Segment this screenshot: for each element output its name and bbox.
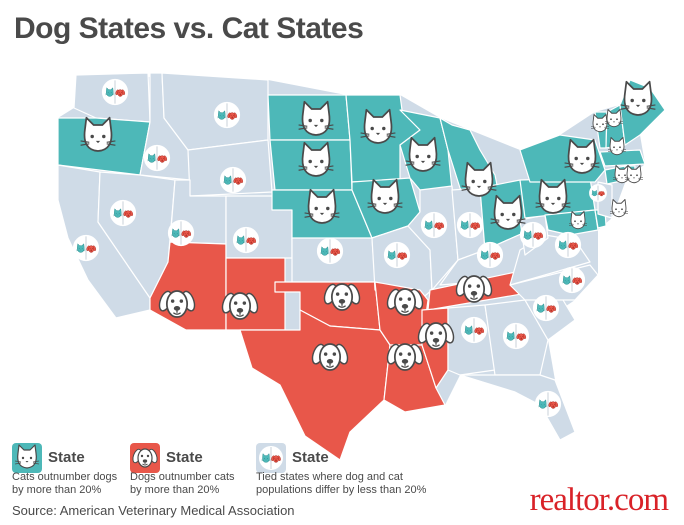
cat-and-dog-icon-in [456, 211, 484, 239]
dog-face-icon-az [158, 290, 196, 318]
dog-face-icon-ar [386, 288, 424, 316]
cat-face-icon-sd [298, 141, 334, 177]
cat-face-icon-or [80, 116, 116, 152]
legend-dog-swatch [130, 443, 160, 473]
cat-face-icon-wi [405, 136, 441, 172]
dog-face-icon-nm [221, 292, 259, 320]
cat-and-dog-icon-wy [219, 166, 247, 194]
cat-and-dog-icon-wv [519, 221, 547, 249]
dog-face-icon-tn [455, 275, 493, 303]
cat-face-icon-nd [298, 100, 334, 136]
dog-face-icon-ok [323, 283, 361, 311]
cat-and-dog-icon-fl [534, 390, 562, 418]
legend-cat-desc: Cats outnumber dogs by more than 20% [12, 471, 117, 497]
cat-face-icon-ia [367, 178, 403, 214]
legend-cat-swatch [12, 443, 42, 473]
cat-and-dog-icon-mt [213, 101, 241, 129]
legend-cat-desc-line1: Cats outnumber dogs [12, 471, 118, 483]
legend-dog-label: State [166, 449, 203, 466]
brand-logo: realtor.com [529, 482, 669, 518]
cat-and-dog-icon-va [554, 231, 582, 259]
cat-and-dog-icon-nv [109, 199, 137, 227]
cat-face-icon-mi [461, 161, 497, 197]
cat-and-dog-icon-ga [502, 322, 530, 350]
source-note: Source: American Veterinary Medical Asso… [12, 503, 295, 518]
cat-and-dog-icon-il [420, 211, 448, 239]
cat-face-icon [14, 444, 40, 469]
cat-and-dog-icon-id [143, 144, 171, 172]
cat-face-icon-md [568, 211, 588, 230]
cat-and-dog-icon-wa [101, 78, 129, 106]
legend-tie-swatch [256, 443, 286, 473]
state-regions [57, 72, 666, 461]
cat-face-icon-mn [360, 108, 396, 144]
cat-face-icon-ma [607, 137, 627, 156]
legend-cat-label: State [48, 449, 85, 466]
cat-face-icon-me [620, 80, 656, 116]
legend-dog-desc-line2: by more than 20% [130, 484, 220, 496]
cat-and-dog-icon-sc [532, 294, 560, 322]
legend-tie-desc-line1: Tied states where dog and cat [256, 471, 403, 483]
cat-and-dog-icon-al [460, 316, 488, 344]
cat-and-dog-icon-ca [72, 234, 100, 262]
cat-and-dog-icon-nc [558, 266, 586, 294]
dog-face-icon-la [386, 343, 424, 371]
cat-and-dog-icon-ut [167, 219, 195, 247]
legend-tie-label: State [292, 449, 329, 466]
state-markers [72, 78, 656, 418]
cat-face-icon-pa [535, 178, 571, 214]
cat-and-dog-icon-nj [589, 184, 607, 202]
legend-tie-desc-line2: populations differ by less than 20% [256, 484, 427, 496]
cat-and-dog-icon-mo [383, 241, 411, 269]
dog-face-icon [132, 448, 158, 468]
cat-face-icon-vt [590, 114, 610, 133]
cat-and-dog-icon-ky [476, 241, 504, 269]
legend-dog-desc-line1: Dogs outnumber cats [130, 471, 235, 483]
cat-face-icon-ne [304, 188, 340, 224]
dog-face-icon-ms [417, 322, 455, 350]
cat-face-icon-oh [490, 194, 526, 230]
cat-and-dog-icon-ks [316, 237, 344, 265]
cat-face-icon-ny [564, 138, 600, 174]
state-tx [239, 309, 391, 461]
legend-cat-desc-line2: by more than 20% [12, 484, 102, 496]
legend-dog-desc: Dogs outnumber cats by more than 20% [130, 471, 235, 497]
legend-tie-desc: Tied states where dog and cat population… [256, 471, 426, 497]
state-ma [599, 149, 646, 167]
cat-face-icon-ri [624, 165, 644, 184]
cat-face-icon-de [609, 199, 629, 218]
cat-and-dog-icon-co [232, 226, 260, 254]
dog-face-icon-tx [311, 343, 349, 371]
cat-face-icon-nh [604, 109, 624, 128]
cat-and-dog-icon [259, 446, 283, 470]
map-title: Dog States vs. Cat States [14, 12, 364, 45]
